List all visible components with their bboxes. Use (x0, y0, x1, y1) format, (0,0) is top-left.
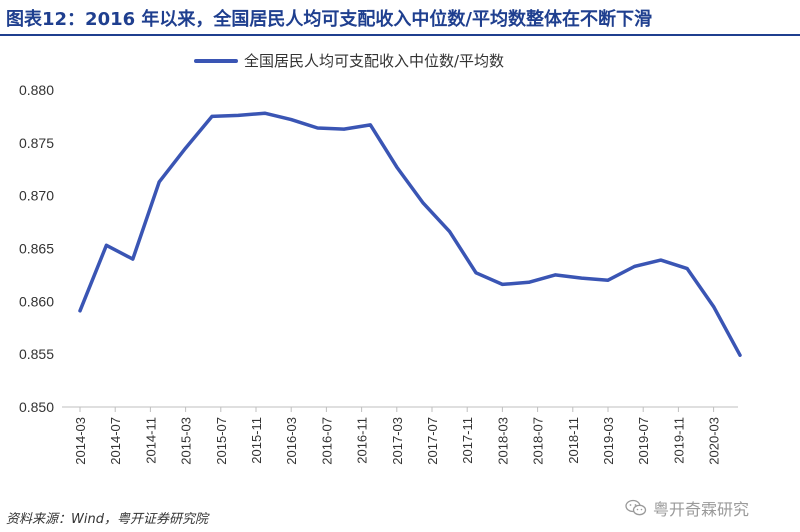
data-point (184, 146, 188, 150)
data-point (553, 273, 557, 277)
x-tick-label: 2015-11 (249, 417, 264, 464)
data-point (157, 180, 161, 184)
data-point (474, 271, 478, 275)
x-tick-label: 2016-07 (319, 417, 334, 465)
x-tick-label: 2017-03 (390, 417, 405, 465)
x-tick-label: 2018-07 (531, 417, 546, 465)
series-line (78, 111, 742, 357)
y-tick-label: 0.870 (19, 188, 54, 204)
data-point (712, 305, 716, 309)
data-point (606, 278, 610, 282)
x-tick-label: 2015-07 (214, 417, 229, 465)
data-point (368, 123, 372, 127)
data-point (500, 282, 504, 286)
y-tick-label: 0.850 (19, 399, 54, 415)
data-point (104, 243, 108, 247)
x-tick-label: 2014-07 (108, 417, 123, 465)
data-point (395, 165, 399, 169)
data-point (527, 280, 531, 284)
legend-label: 全国居民人均可支配收入中位数/平均数 (244, 52, 504, 70)
watermark: 粤开奇霖研究 (625, 496, 749, 520)
data-point (580, 276, 584, 280)
data-point (448, 230, 452, 234)
data-point (659, 258, 663, 262)
x-tick-label: 2017-07 (425, 417, 440, 465)
title-bar: 图表12：2016 年以来，全国居民人均可支配收入中位数/平均数整体在不断下滑 (0, 0, 800, 36)
data-point (289, 118, 293, 122)
x-tick-label: 2015-03 (179, 417, 194, 465)
data-point (236, 113, 240, 117)
x-tick-label: 2019-07 (636, 417, 651, 465)
data-point (342, 127, 346, 131)
data-point (685, 267, 689, 271)
x-tick-label: 2020-03 (707, 417, 722, 465)
y-tick-label: 0.880 (19, 82, 54, 98)
x-tick-label: 2016-03 (284, 417, 299, 465)
source-note: 资料来源：Wind，粤开证券研究院 (6, 512, 208, 527)
data-point (421, 201, 425, 205)
x-tick-label: 2014-03 (73, 417, 88, 465)
y-tick-label: 0.860 (19, 293, 54, 309)
data-point (263, 111, 267, 115)
data-point (632, 264, 636, 268)
wechat-icon (625, 499, 647, 516)
chart-title: 图表12：2016 年以来，全国居民人均可支配收入中位数/平均数整体在不断下滑 (6, 9, 652, 30)
y-tick-label: 0.855 (19, 346, 54, 362)
line-chart: 0.850 0.855 0.860 0.865 0.870 0.875 0.880 2014-… (19, 52, 742, 465)
x-tick-label: 2019-03 (601, 417, 616, 465)
x-tick-label: 2017-11 (460, 417, 475, 464)
data-point (78, 309, 82, 313)
x-tick-label: 2016-11 (355, 417, 370, 464)
data-point (316, 126, 320, 130)
x-tick-label: 2018-03 (495, 417, 510, 465)
y-tick-label: 0.875 (19, 135, 54, 151)
data-point (131, 257, 135, 261)
data-point (738, 353, 742, 357)
y-tick-label: 0.865 (19, 241, 54, 257)
x-tick-label: 2014-11 (143, 417, 158, 464)
data-point (210, 114, 214, 118)
x-tick-label: 2019-11 (671, 417, 686, 464)
x-tick-label: 2018-11 (566, 417, 581, 464)
watermark-text: 粤开奇霖研究 (653, 500, 750, 519)
